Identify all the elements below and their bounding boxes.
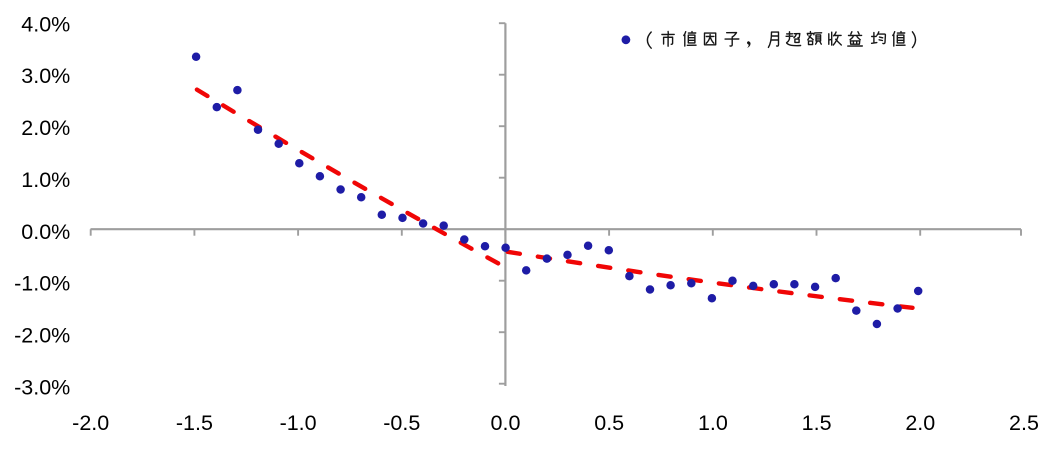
svg-text:1.5: 1.5 bbox=[802, 411, 832, 435]
svg-text:0.5: 0.5 bbox=[594, 411, 624, 435]
svg-text:0.0: 0.0 bbox=[491, 411, 521, 435]
svg-text:4.0%: 4.0% bbox=[21, 12, 70, 36]
svg-text:2.5: 2.5 bbox=[1009, 411, 1039, 435]
svg-text:-2.0%: -2.0% bbox=[14, 323, 70, 347]
svg-text:2.0: 2.0 bbox=[905, 411, 935, 435]
svg-text:0.0%: 0.0% bbox=[21, 220, 70, 244]
svg-text:-1.0%: -1.0% bbox=[14, 272, 70, 296]
svg-text:-0.5: -0.5 bbox=[383, 411, 420, 435]
svg-text:1.0: 1.0 bbox=[698, 411, 728, 435]
svg-text:2.0%: 2.0% bbox=[21, 116, 70, 140]
svg-text:1.0%: 1.0% bbox=[21, 168, 70, 192]
svg-text:-2.0: -2.0 bbox=[72, 411, 109, 435]
svg-text:-1.5: -1.5 bbox=[176, 411, 213, 435]
svg-text:3.0%: 3.0% bbox=[21, 64, 70, 88]
svg-text:-3.0%: -3.0% bbox=[14, 375, 70, 399]
svg-text:-1.0: -1.0 bbox=[280, 411, 317, 435]
